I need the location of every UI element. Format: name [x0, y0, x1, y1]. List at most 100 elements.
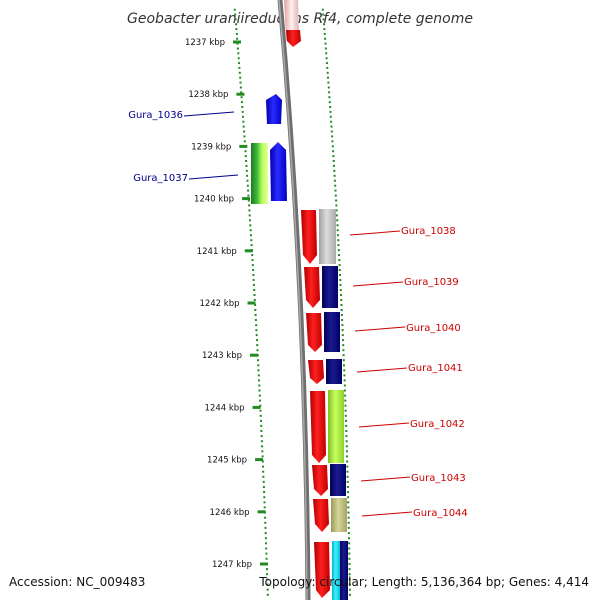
- outer-left-track-dot: [258, 394, 261, 397]
- outer-left-track-dot: [253, 294, 256, 296]
- leader-line-gura-1037: [188, 174, 239, 180]
- outer-left-track-dot: [258, 389, 261, 392]
- gene-arrow-gura-1043[interactable]: [312, 465, 328, 496]
- gene-label-gura-1036[interactable]: Gura_1036: [128, 110, 183, 121]
- outer-right-track-dot: [348, 573, 351, 576]
- outer-left-track-dot: [247, 194, 250, 197]
- outer-right-track-dot: [326, 71, 329, 74]
- outer-right-track-dot: [324, 42, 327, 45]
- outer-right-track-dot: [328, 91, 331, 94]
- outer-left-track-dot: [251, 254, 254, 257]
- outer-right-track-dot: [345, 424, 348, 427]
- leader-line-gura-1043: [360, 476, 411, 482]
- gene-arrow-gura-1040[interactable]: [306, 313, 322, 352]
- outer-left-track-dot: [239, 81, 242, 84]
- gene-arrow-top-partial-b: [286, 30, 301, 47]
- map-title: Geobacter uraniireducens Rf4, complete g…: [127, 11, 473, 27]
- outer-right-track-dot: [338, 259, 341, 262]
- outer-left-track-dot: [244, 150, 247, 153]
- outer-left-track-dot: [265, 557, 268, 560]
- outer-right-track-dot: [330, 120, 333, 123]
- outer-left-track-dot: [246, 184, 249, 187]
- gene-label-gura-1040[interactable]: Gura_1040: [406, 323, 461, 334]
- outer-left-track-dot: [255, 334, 258, 337]
- outer-left-track-dot: [244, 155, 247, 158]
- gene-arrow-gura-1041[interactable]: [308, 360, 324, 384]
- gene-arrow-gura-1038[interactable]: [301, 210, 317, 264]
- outer-left-track-dot: [260, 430, 263, 432]
- outer-right-track-dot: [342, 354, 345, 357]
- outer-left-track-dot: [252, 274, 255, 276]
- outer-right-track-dot: [340, 304, 343, 306]
- outer-left-track-dot: [250, 239, 253, 242]
- kbp-tick-label: 1238 kbp: [188, 90, 228, 100]
- outer-right-track-dot: [322, 18, 325, 21]
- outer-left-track-dot: [265, 552, 268, 555]
- gene-label-gura-1039[interactable]: Gura_1039: [404, 277, 459, 288]
- gene-label-gura-1044[interactable]: Gura_1044: [413, 508, 468, 519]
- outer-left-track-dot: [248, 214, 251, 217]
- forward-strand-genes: [251, 94, 287, 204]
- gene-box-gura-1039: [322, 266, 338, 308]
- outer-right-track-dot: [343, 379, 346, 382]
- outer-left-track-dot: [257, 359, 259, 362]
- outer-right-track-dot: [347, 506, 350, 509]
- outer-right-track-dot: [346, 455, 348, 458]
- outer-right-track-dot: [348, 537, 350, 540]
- gene-arrow-gura-1044[interactable]: [313, 499, 329, 532]
- gene-label-gura-1042[interactable]: Gura_1042: [410, 419, 465, 430]
- outer-left-track-dot: [257, 374, 260, 377]
- outer-left-track-dot: [259, 399, 261, 402]
- outer-right-track-dot: [334, 189, 337, 192]
- gene-label-gura-1043[interactable]: Gura_1043: [411, 473, 466, 484]
- accession-label: Accession: NC_009483: [9, 575, 145, 589]
- outer-right-track-dot: [330, 125, 333, 128]
- outer-left-track-dot: [245, 164, 248, 167]
- outer-left-track-dot: [251, 259, 254, 262]
- outer-left-track-dot: [254, 304, 257, 306]
- kbp-tick-label: 1241 kbp: [197, 247, 237, 257]
- outer-left-track-dot: [239, 76, 242, 79]
- outer-right-track-dot: [347, 526, 350, 529]
- outer-right-track-dot: [344, 394, 347, 397]
- gene-label-gura-1041[interactable]: Gura_1041: [408, 363, 463, 374]
- kbp-tick-label: 1240 kbp: [194, 195, 234, 205]
- outer-right-track-dot: [347, 501, 350, 504]
- gene-arrow-gura-1042[interactable]: [310, 391, 326, 463]
- outer-left-track-dot: [245, 160, 248, 162]
- outer-left-track-dot: [248, 204, 251, 207]
- gene-label-gura-1037[interactable]: Gura_1037: [133, 173, 188, 184]
- kbp-ticks: 1237 kbp 1238 kbp 1239 kbp 1240 kbp 1241 kbp…: [185, 38, 268, 570]
- gene-arrow-gura-1037[interactable]: [270, 142, 287, 201]
- outer-right-track-dot: [323, 32, 326, 35]
- outer-left-track-dot: [254, 319, 257, 321]
- outer-left-track-dot: [263, 501, 266, 504]
- outer-right-track-dot: [346, 480, 349, 483]
- gene-arrow-gura-1036[interactable]: [266, 94, 282, 124]
- gene-label-gura-1038[interactable]: Gura_1038: [401, 226, 456, 237]
- outer-right-track-dot: [344, 414, 347, 417]
- outer-left-track-dot: [266, 568, 268, 571]
- outer-right-track-dot: [337, 239, 340, 242]
- outer-right-track-dot: [348, 593, 351, 596]
- kbp-tick-mark: [236, 92, 245, 96]
- outer-right-track-dot: [343, 364, 345, 367]
- outer-right-track-dot: [331, 135, 334, 138]
- outer-left-track-dot: [262, 475, 265, 478]
- kbp-tick-label: 1247 kbp: [212, 560, 252, 570]
- outer-left-track-dot: [250, 234, 252, 237]
- gene-box-gura-1044: [331, 498, 347, 532]
- gene-arrow-gura-1039[interactable]: [304, 267, 320, 308]
- outer-left-track-dot: [258, 379, 260, 382]
- outer-left-track-dot: [252, 284, 255, 286]
- outer-left-track-dot: [253, 299, 256, 301]
- outer-left-track-dot: [260, 435, 263, 438]
- outer-right-track-dot: [348, 557, 351, 560]
- leader-line-gura-1036: [183, 111, 235, 117]
- outer-right-track-dot: [347, 516, 350, 519]
- leader-line-gura-1040: [354, 326, 406, 332]
- gene-box-gura-1037-domain: [251, 143, 268, 204]
- outer-left-track-dot: [252, 279, 255, 281]
- outer-right-track-dot: [330, 130, 333, 133]
